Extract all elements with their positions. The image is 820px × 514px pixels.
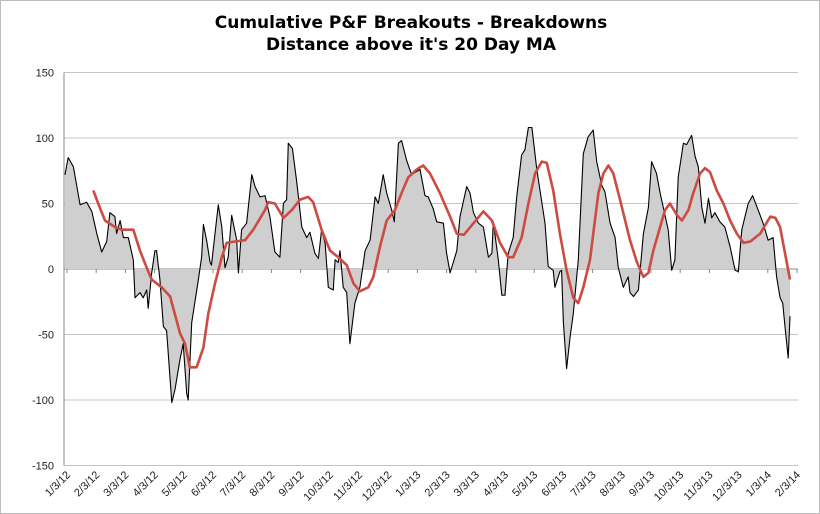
x-tick-label: 6/3/13 xyxy=(539,469,569,499)
x-tick-label: 3/3/13 xyxy=(452,469,482,499)
y-tick-label: -150 xyxy=(32,461,54,473)
x-tick-label: 2/3/12 xyxy=(72,469,102,499)
x-tick-label: 5/3/12 xyxy=(160,469,190,499)
x-tick-label: 4/3/13 xyxy=(481,469,511,499)
chart-title-line-2: Distance above it's 20 Day MA xyxy=(265,35,557,55)
y-tick-label: 0 xyxy=(48,264,54,276)
x-tick-label: 11/3/13 xyxy=(682,469,716,503)
series-line-moving-average xyxy=(92,160,792,369)
x-tick-label: 8/3/12 xyxy=(247,469,277,499)
x-tick-label: 1/3/12 xyxy=(43,469,73,499)
y-tick-label: 50 xyxy=(42,199,54,211)
x-tick-label: 10/3/13 xyxy=(652,469,686,503)
x-tick-label: 4/3/12 xyxy=(131,469,161,499)
x-tick-label: 7/3/13 xyxy=(569,469,599,499)
x-tick-label: 12/3/13 xyxy=(710,469,744,503)
y-tick-label: 100 xyxy=(36,133,54,145)
x-tick-label: 7/3/12 xyxy=(218,469,248,499)
x-tick-label: 10/3/12 xyxy=(301,469,335,503)
y-tick-label: 150 xyxy=(36,68,54,80)
y-tick-label: -50 xyxy=(38,330,54,342)
x-tick-label: 11/3/12 xyxy=(331,469,365,503)
x-tick-label: 3/3/12 xyxy=(101,469,131,499)
x-tick-label: 5/3/13 xyxy=(510,469,540,499)
chart-title-line-1: Cumulative P&F Breakouts - Breakdowns xyxy=(214,13,608,33)
y-tick-label: -100 xyxy=(32,395,54,407)
x-tick-label: 2/3/13 xyxy=(423,469,453,499)
x-tick-label: 8/3/13 xyxy=(598,469,628,499)
area-fill-distance xyxy=(64,127,791,403)
x-tick-label: 12/3/12 xyxy=(360,469,394,503)
x-tick-label: 6/3/12 xyxy=(189,469,219,499)
x-tick-label: 1/3/14 xyxy=(744,469,774,499)
x-tick-label: 1/3/13 xyxy=(393,469,423,499)
x-tick-label: 2/3/14 xyxy=(773,469,803,499)
